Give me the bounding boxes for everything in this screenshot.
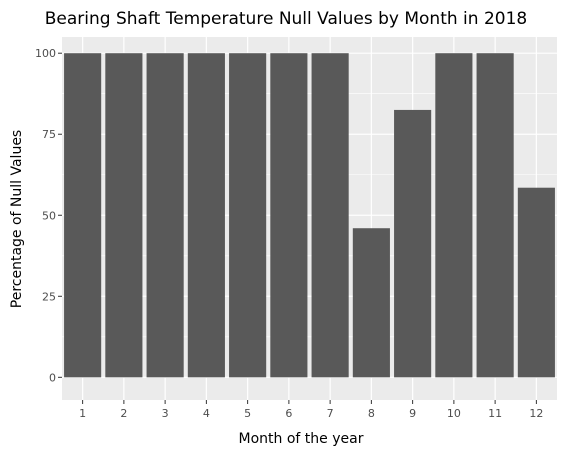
x-tick-label: 5 [244,407,251,420]
x-tick-label: 8 [368,407,375,420]
x-tick-label: 6 [285,407,292,420]
bar [146,53,184,378]
y-tick-label: 75 [42,128,56,141]
bar [352,228,390,378]
bar [64,53,102,378]
bar [435,53,473,378]
y-tick-label: 0 [49,371,56,384]
bar [229,53,267,378]
x-tick-label: 9 [409,407,416,420]
bar [105,53,143,378]
bar [394,109,432,378]
x-tick-label: 11 [488,407,502,420]
x-tick-label: 4 [203,407,210,420]
bar [270,53,308,378]
bar [311,53,349,378]
x-tick-label: 10 [447,407,461,420]
x-tick-label: 7 [327,407,334,420]
y-tick-label: 50 [42,209,56,222]
y-tick-label: 25 [42,290,56,303]
x-tick-label: 1 [79,407,86,420]
bar [517,187,555,378]
x-tick-label: 12 [529,407,543,420]
plot-panel [62,37,557,400]
bar [187,53,225,378]
x-axis-title: Month of the year [239,431,364,447]
x-tick-label: 3 [162,407,169,420]
y-tick-label: 100 [35,47,56,60]
y-axis-title: Percentage of Null Values [9,130,25,308]
bars-layer [64,53,555,378]
chart-title: Bearing Shaft Temperature Null Values by… [45,9,527,29]
bar [476,53,514,378]
x-tick-label: 2 [120,407,127,420]
